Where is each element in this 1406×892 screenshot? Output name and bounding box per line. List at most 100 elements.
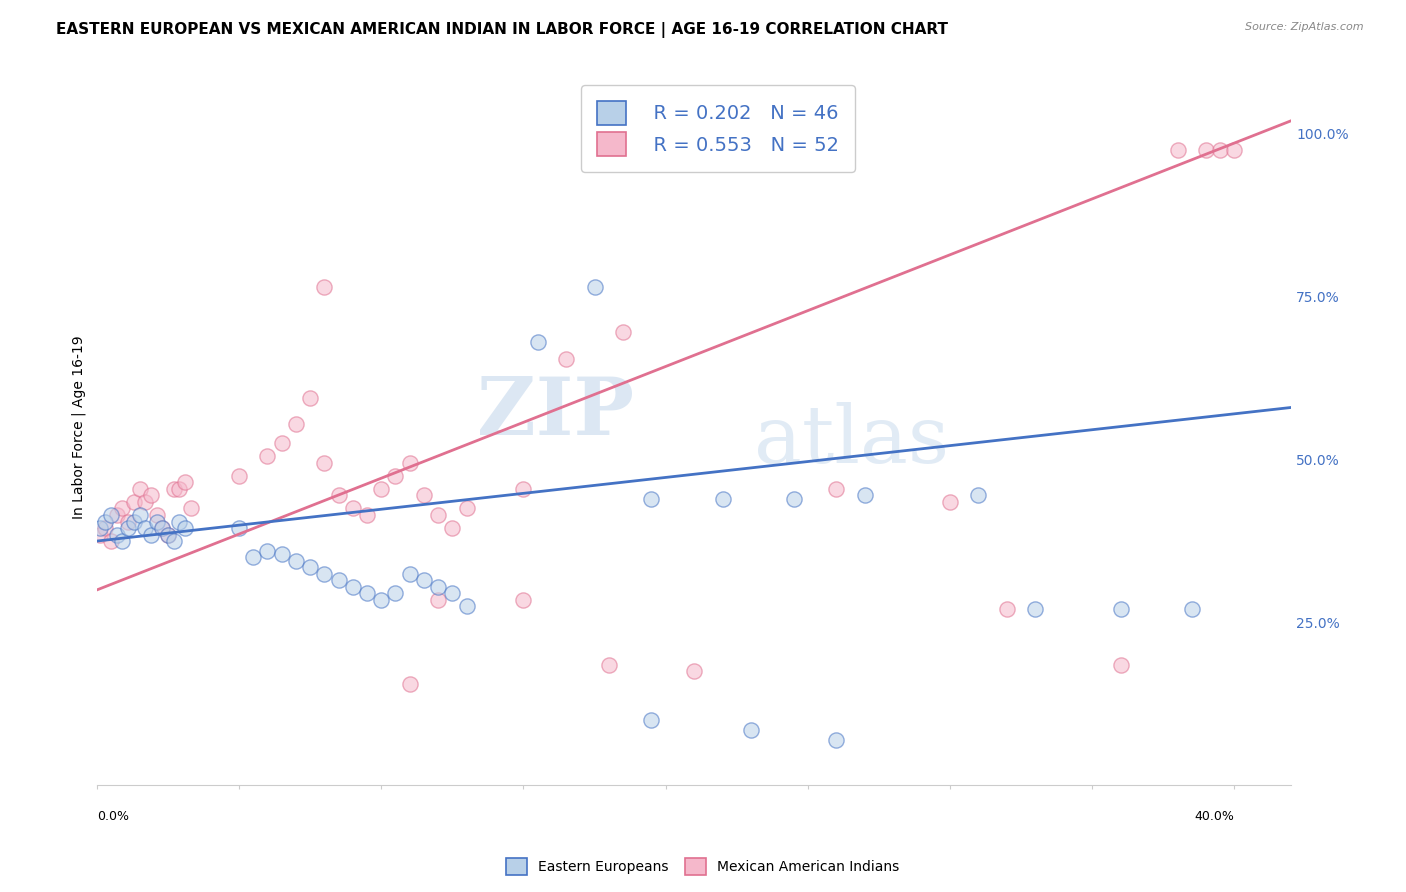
Point <box>270 436 292 450</box>
Point <box>270 547 292 561</box>
Point <box>398 456 420 470</box>
Point <box>180 501 202 516</box>
Point <box>314 456 336 470</box>
Point <box>356 508 378 522</box>
Point <box>413 573 436 587</box>
Point <box>427 592 450 607</box>
Point <box>89 521 111 535</box>
Point <box>342 501 364 516</box>
Point <box>740 723 762 737</box>
Point <box>94 515 117 529</box>
Text: EASTERN EUROPEAN VS MEXICAN AMERICAN INDIAN IN LABOR FORCE | AGE 16-19 CORRELATI: EASTERN EUROPEAN VS MEXICAN AMERICAN IND… <box>56 22 948 38</box>
Point <box>1195 143 1218 157</box>
Point <box>427 580 450 594</box>
Point <box>427 508 450 522</box>
Point <box>128 482 150 496</box>
Point <box>456 501 478 516</box>
Point <box>145 508 167 522</box>
Point <box>242 550 264 565</box>
Y-axis label: In Labor Force | Age 16-19: In Labor Force | Age 16-19 <box>72 335 86 519</box>
Point <box>640 714 662 728</box>
Point <box>105 508 128 522</box>
Point <box>117 515 139 529</box>
Point <box>228 469 250 483</box>
Point <box>1181 602 1204 616</box>
Point <box>456 599 478 614</box>
Point <box>256 544 278 558</box>
Point <box>111 534 134 549</box>
Point <box>284 417 307 431</box>
Point <box>156 527 179 541</box>
Point <box>122 495 145 509</box>
Point <box>512 482 534 496</box>
Point <box>512 592 534 607</box>
Point <box>1024 602 1046 616</box>
Point <box>441 521 464 535</box>
Point <box>117 521 139 535</box>
Point <box>356 586 378 600</box>
Text: atlas: atlas <box>754 402 949 480</box>
Point <box>825 732 848 747</box>
Point <box>174 475 197 490</box>
Point <box>134 495 156 509</box>
Point <box>169 515 191 529</box>
Point <box>398 566 420 581</box>
Point <box>314 566 336 581</box>
Point <box>228 521 250 535</box>
Point <box>94 521 117 535</box>
Point <box>1109 602 1132 616</box>
Point <box>256 450 278 464</box>
Point <box>342 580 364 594</box>
Point <box>162 534 184 549</box>
Text: Source: ZipAtlas.com: Source: ZipAtlas.com <box>1246 22 1364 32</box>
Text: 40.0%: 40.0% <box>1195 811 1234 823</box>
Point <box>1209 143 1232 157</box>
Point <box>139 488 162 502</box>
Point <box>299 391 322 405</box>
Point <box>398 677 420 691</box>
Point <box>169 482 191 496</box>
Point <box>314 280 336 294</box>
Point <box>100 508 122 522</box>
Point <box>370 482 392 496</box>
Point <box>526 335 548 350</box>
Legend:   R = 0.202   N = 46,   R = 0.553   N = 52: R = 0.202 N = 46, R = 0.553 N = 52 <box>581 86 855 172</box>
Point <box>640 491 662 506</box>
Point <box>299 560 322 574</box>
Point <box>711 491 734 506</box>
Point <box>555 351 578 366</box>
Point <box>284 553 307 567</box>
Point <box>328 573 350 587</box>
Text: ZIP: ZIP <box>478 374 634 451</box>
Point <box>105 527 128 541</box>
Point <box>1223 143 1246 157</box>
Point <box>156 527 179 541</box>
Point <box>162 482 184 496</box>
Point <box>111 501 134 516</box>
Point <box>89 527 111 541</box>
Point <box>583 280 606 294</box>
Point <box>328 488 350 502</box>
Point <box>413 488 436 502</box>
Point <box>145 515 167 529</box>
Point <box>967 488 990 502</box>
Point <box>174 521 197 535</box>
Point <box>150 521 173 535</box>
Point <box>853 488 876 502</box>
Point <box>370 592 392 607</box>
Point <box>1109 657 1132 672</box>
Point <box>122 515 145 529</box>
Point <box>128 508 150 522</box>
Point <box>939 495 962 509</box>
Point <box>441 586 464 600</box>
Point <box>683 665 706 679</box>
Point <box>139 527 162 541</box>
Point <box>598 657 620 672</box>
Point <box>134 521 156 535</box>
Point <box>1167 143 1189 157</box>
Point <box>150 521 173 535</box>
Point <box>612 326 634 340</box>
Point <box>825 482 848 496</box>
Point <box>782 491 804 506</box>
Point <box>995 602 1018 616</box>
